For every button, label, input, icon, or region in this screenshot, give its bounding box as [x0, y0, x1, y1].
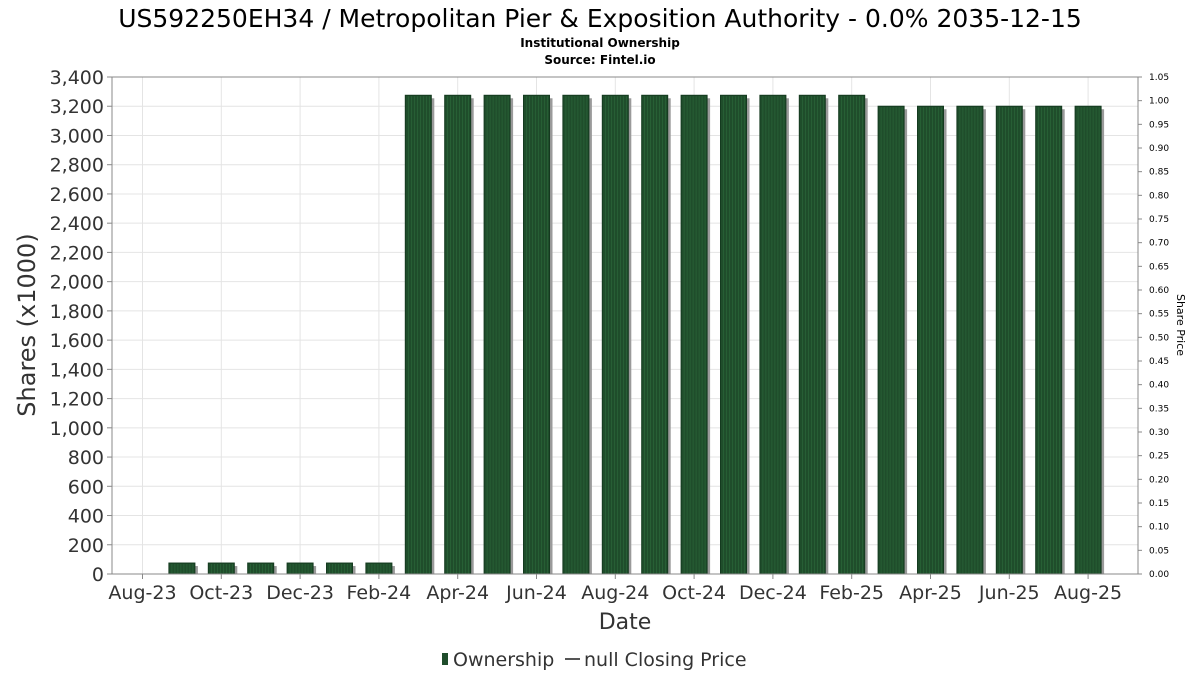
y-tick-label: 200 [68, 535, 104, 557]
x-axis-ticks: Aug-23 Oct-23 Dec-23 Feb-24 Apr-24 Jun-24 Aug-… [108, 574, 1122, 604]
ownership-bar [917, 105, 944, 575]
y2-tick-label: 0.40 [1149, 381, 1169, 391]
y2-tick-label: 0.60 [1149, 286, 1169, 296]
ownership-bar [207, 562, 235, 575]
ownership-bar [444, 94, 472, 575]
x-tick-label: Oct-23 [189, 582, 253, 604]
y-tick-label: 2,000 [50, 272, 104, 294]
y2-tick-label: 0.55 [1149, 310, 1169, 320]
y2-tick-label: 0.50 [1149, 333, 1169, 343]
y2-axis-ticks: 0.00 0.05 0.10 0.15 0.20 0.25 0.30 0.35 0.40 0.45… [1138, 73, 1169, 580]
legend-ownership-label: Ownership [453, 649, 554, 671]
bars [168, 94, 1105, 575]
y2-tick-label: 1.00 [1149, 97, 1169, 107]
ownership-bar [601, 94, 629, 575]
y2-axis-label: Share Price [1174, 294, 1187, 356]
ownership-bar [523, 94, 550, 575]
y-tick-label: 400 [68, 506, 104, 528]
y2-tick-label: 0.15 [1149, 499, 1169, 509]
y2-tick-label: 0.80 [1149, 191, 1169, 201]
y2-tick-label: 0.20 [1149, 475, 1169, 485]
y-tick-label: 600 [68, 476, 104, 498]
y-axis-ticks: 0 200 400 600 800 1,000 1,200 1,400 1,600 1,800 2,… [50, 67, 112, 586]
ownership-bar [720, 94, 747, 575]
ownership-bar [286, 562, 314, 575]
x-tick-label: Apr-24 [426, 582, 489, 604]
ownership-bar [562, 94, 590, 575]
y2-tick-label: 0.30 [1149, 428, 1169, 438]
y-tick-label: 2,400 [50, 213, 104, 235]
y2-tick-label: 0.35 [1149, 404, 1169, 414]
y2-tick-label: 0.85 [1149, 168, 1169, 178]
y-axis-label: Shares (x1000) [13, 233, 41, 416]
y2-tick-label: 0.75 [1149, 215, 1169, 225]
x-axis-label: Date [599, 610, 652, 635]
y2-tick-label: 0.70 [1149, 239, 1169, 249]
y-tick-label: 0 [92, 564, 104, 586]
ownership-bar [326, 562, 353, 575]
x-tick-label: Aug-24 [581, 582, 649, 604]
ownership-bar [759, 94, 787, 575]
ownership-bar [877, 105, 905, 575]
chart-subtitle: Institutional Ownership [520, 36, 680, 50]
y2-tick-label: 0.10 [1149, 523, 1169, 533]
x-tick-label: Jun-25 [978, 582, 1040, 604]
y2-tick-label: 1.05 [1149, 73, 1169, 83]
plot-frame [111, 76, 1139, 575]
y-tick-label: 1,400 [50, 359, 104, 381]
ownership-bar [798, 94, 826, 575]
y-tick-label: 2,600 [50, 184, 104, 206]
x-tick-label: Feb-24 [347, 582, 412, 604]
y-tick-label: 3,000 [50, 125, 104, 147]
ownership-bar [956, 105, 984, 575]
ownership-bar [1074, 105, 1102, 575]
legend: Ownership null Closing Price [442, 649, 747, 671]
y2-tick-label: 0.45 [1149, 357, 1169, 367]
x-tick-label: Aug-25 [1054, 582, 1122, 604]
y-tick-label: 800 [68, 447, 104, 469]
legend-ownership-swatch [442, 653, 448, 665]
y2-tick-label: 0.95 [1149, 120, 1169, 130]
chart-source: Source: Fintel.io [544, 53, 655, 67]
ownership-bar [680, 94, 708, 575]
legend-price-label: null Closing Price [584, 649, 747, 671]
y-tick-label: 1,800 [50, 301, 104, 323]
y-tick-label: 1,200 [50, 389, 104, 411]
ownership-bar [1035, 105, 1063, 575]
y2-tick-label: 0.65 [1149, 262, 1169, 272]
y2-tick-label: 0.25 [1149, 452, 1169, 462]
y-tick-label: 1,000 [50, 418, 104, 440]
y-tick-label: 1,600 [50, 330, 104, 352]
y2-tick-label: 0.05 [1149, 546, 1169, 556]
ownership-bar [483, 94, 511, 575]
y-tick-label: 3,400 [50, 67, 104, 89]
ownership-bar [168, 562, 196, 575]
y-tick-label: 2,200 [50, 242, 104, 264]
x-tick-label: Dec-23 [266, 582, 334, 604]
ownership-bar [838, 94, 866, 575]
ownership-bar [365, 562, 393, 575]
x-tick-label: Apr-25 [899, 582, 962, 604]
y-tick-label: 2,800 [50, 155, 104, 177]
ownership-bar [404, 94, 432, 575]
x-tick-label: Feb-25 [819, 582, 884, 604]
ownership-bar [247, 562, 275, 575]
x-tick-label: Oct-24 [662, 582, 726, 604]
chart-title: US592250EH34 / Metropolitan Pier & Expos… [118, 4, 1082, 33]
y2-tick-label: 0.00 [1149, 570, 1169, 580]
ownership-bar [641, 94, 669, 575]
ownership-bar [995, 105, 1023, 575]
y-tick-label: 3,200 [50, 96, 104, 118]
x-tick-label: Jun-24 [505, 582, 567, 604]
y2-tick-label: 0.90 [1149, 144, 1169, 154]
x-tick-label: Dec-24 [739, 582, 807, 604]
x-tick-label: Aug-23 [108, 582, 176, 604]
